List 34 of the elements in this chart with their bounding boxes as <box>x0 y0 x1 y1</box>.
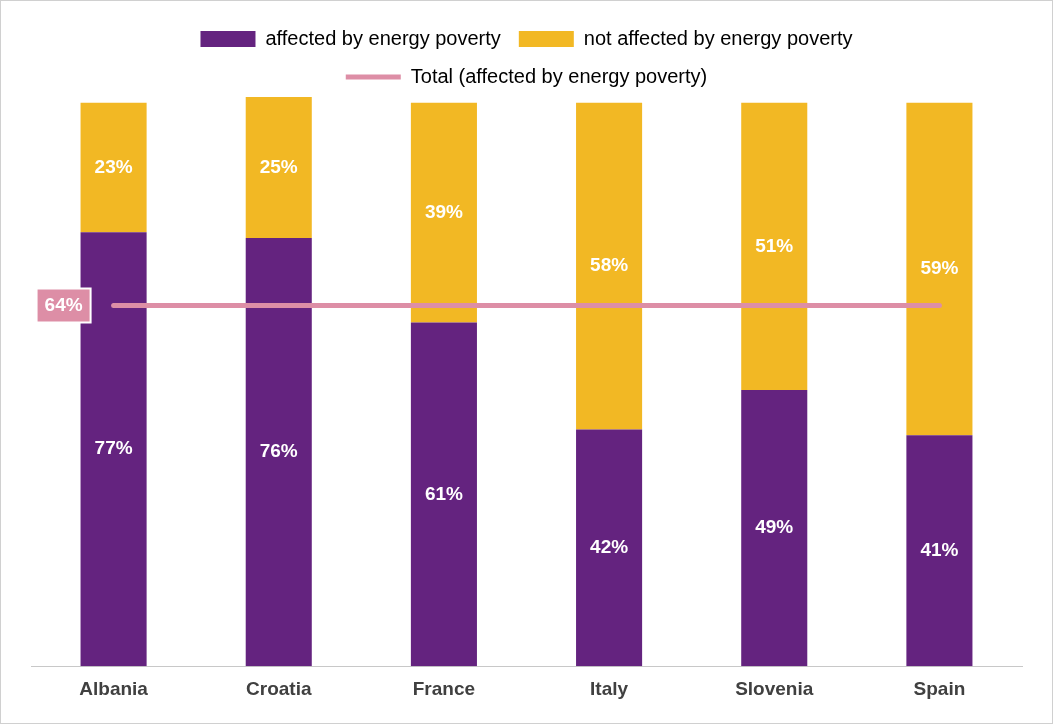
bar <box>410 322 477 667</box>
bar <box>741 390 808 667</box>
bar <box>741 102 808 391</box>
bar <box>80 102 147 233</box>
data-label: 76% <box>259 440 298 462</box>
legend-label: not affected by energy poverty <box>583 26 853 49</box>
bar <box>410 102 477 323</box>
x-tick-label: France <box>412 677 476 699</box>
data-label: 61% <box>424 482 464 504</box>
x-tick-label: Croatia <box>246 677 312 699</box>
data-label: 23% <box>94 155 133 177</box>
x-tick-label: Albania <box>79 677 149 699</box>
bar <box>576 102 643 430</box>
data-label: 77% <box>94 437 133 459</box>
legend-label: affected by energy poverty <box>265 26 501 49</box>
bar <box>906 435 973 667</box>
data-label: 59% <box>920 257 959 279</box>
bar <box>245 237 312 667</box>
x-tick-label: Spain <box>913 677 966 699</box>
data-label: 58% <box>590 254 629 276</box>
x-tick-label: Italy <box>590 677 629 699</box>
data-label: 42% <box>590 536 629 558</box>
bar <box>906 102 973 436</box>
data-label: 39% <box>424 200 464 222</box>
bar <box>576 429 643 667</box>
data-label: 64% <box>44 293 83 315</box>
legend-label: Total (affected by energy poverty) <box>410 64 708 87</box>
bar <box>80 232 147 667</box>
data-label: 49% <box>755 516 794 538</box>
data-label: 41% <box>920 538 959 560</box>
bar <box>245 97 312 238</box>
x-tick-label: Slovenia <box>735 677 814 699</box>
data-label: 51% <box>755 234 794 256</box>
data-label: 25% <box>259 155 298 177</box>
